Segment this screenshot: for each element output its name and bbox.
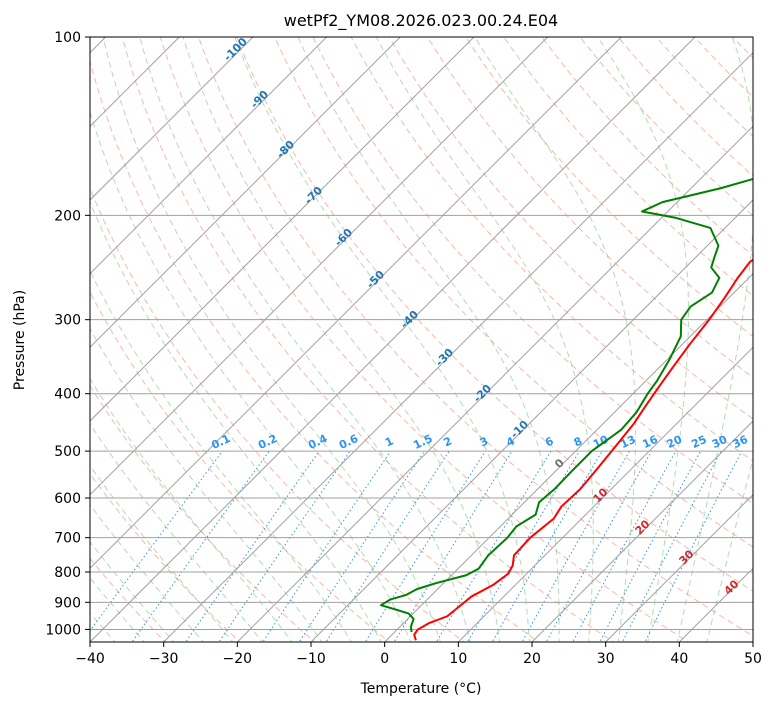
y-tick-label: 900 (54, 595, 81, 611)
dry-adiabat-line (197, 37, 753, 637)
mixing-ratio-label: 10 (591, 433, 611, 451)
isotherm-line (236, 125, 753, 642)
temperature-line (413, 258, 753, 641)
isotherm-line (90, 37, 402, 349)
y-tick-label: 100 (54, 30, 81, 46)
mixing-ratio-line (393, 450, 513, 642)
isotherm-line (310, 199, 753, 642)
isotherm-line (90, 37, 696, 642)
y-tick-label: 600 (54, 491, 81, 507)
y-tick-label: 300 (54, 313, 81, 329)
isotherm-line (90, 37, 549, 496)
isotherm-line (604, 493, 753, 642)
mixing-ratio-line (90, 450, 223, 632)
mixing-ratio-line (325, 450, 450, 642)
x-tick-label: 10 (449, 651, 467, 667)
grid-layer (90, 37, 753, 642)
mixing-ratio-label: 20 (665, 433, 685, 451)
y-tick-label: 400 (54, 387, 81, 403)
x-tick-label: 50 (744, 651, 762, 667)
y-tick-label: 1000 (45, 622, 81, 638)
axes-layer: −40 −30 −20 −10 0 10 20 30 40 50 100 200 300 400 500 60… (45, 30, 762, 667)
isotherm-line (531, 420, 753, 642)
isotherm-line (90, 37, 623, 570)
mixing-ratio-label: 16 (640, 433, 660, 451)
dry-adiabat-line (236, 37, 753, 592)
mixing-ratio-label: 30 (710, 433, 730, 451)
mixing-ratio-line (621, 450, 722, 642)
moist-adiabat-line (90, 200, 382, 642)
mixing-ratio-line (131, 450, 270, 642)
mixing-ratio-line (185, 450, 320, 642)
x-tick-label: 0 (380, 651, 389, 667)
x-tick-label: −30 (149, 651, 179, 667)
mixing-ratio-line (262, 450, 392, 642)
isotherm-line (162, 51, 753, 642)
isotherm-line (90, 37, 254, 201)
mixing-ratio-label: 25 (689, 433, 708, 451)
x-tick-label: 20 (523, 651, 541, 667)
mixing-ratio-line (599, 450, 701, 642)
moist-adiabat-line (90, 110, 412, 642)
dry-adiabat-line (503, 37, 753, 297)
mixing-ratio-label: 36 (731, 433, 751, 451)
y-tick-label: 800 (54, 565, 81, 581)
x-tick-label: 40 (670, 651, 688, 667)
chart-title: wetPf2_YM08.2026.023.00.24.E04 (284, 11, 558, 31)
y-tick-label: 700 (54, 531, 81, 547)
isotherm-line (90, 37, 475, 422)
isotherm-line (90, 37, 328, 275)
y-tick-label: 500 (54, 444, 81, 460)
x-tick-label: −20 (223, 651, 253, 667)
dry-adiabat-line (159, 37, 690, 642)
mixing-ratio-line (572, 450, 677, 642)
dry-adiabat-line (464, 37, 753, 337)
dewpoint-line (379, 177, 753, 633)
dry-adiabat-line (274, 37, 753, 548)
dry-adiabat-line (388, 37, 753, 420)
dry-adiabat-line (312, 37, 753, 505)
x-axis-title: Temperature (°C) (360, 681, 482, 697)
x-tick-label: −40 (75, 651, 105, 667)
isotherm-line (383, 272, 753, 642)
x-tick-label: 30 (597, 651, 615, 667)
isotherm-line (457, 346, 753, 642)
mixing-ratio-line (298, 450, 425, 642)
dry-adiabat-line (350, 37, 753, 462)
plot-frame (89, 36, 754, 643)
mixing-ratio-line (218, 450, 351, 642)
y-axis-title: Pressure (hPa) (12, 290, 28, 390)
data-layer (379, 177, 753, 641)
y-tick-label: 200 (54, 208, 81, 224)
x-tick-label: −10 (296, 651, 326, 667)
dry-adiabat-line (426, 37, 753, 378)
mixing-ratio-line (466, 450, 580, 642)
